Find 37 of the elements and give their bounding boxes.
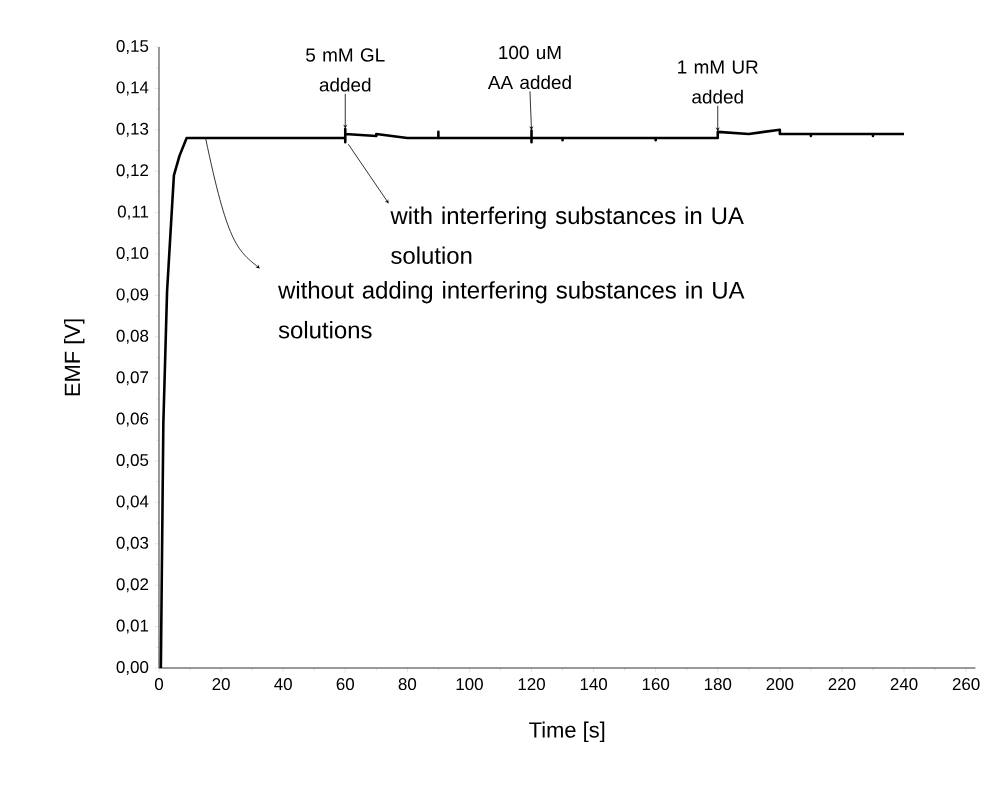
y-tick-label: 0,06 [116,412,149,427]
y-axis-title: EMF [V] [64,319,85,396]
x-tick-label: 80 [398,678,417,691]
y-tick-label: 0,02 [116,578,149,593]
y-tick-label: 0,03 [116,536,149,551]
x-tick-label: 240 [890,678,918,691]
x-tick-label: 180 [704,678,732,691]
x-axis-title: Time [s] [529,721,605,743]
y-tick-label: 0,07 [116,371,149,386]
annotation: 100 uM AA added [487,45,571,90]
y-tick-label: 0,04 [116,495,149,510]
x-tick-label: 220 [828,678,856,691]
y-tick-label: 0,01 [116,619,149,634]
y-tick-label: 0,09 [116,288,149,303]
y-tick-label: 0,14 [116,81,149,96]
annotation: with interfering substances in UA solution [390,206,744,264]
annotation: 1 mM UR added [678,60,758,104]
y-tick-label: 0,13 [116,122,149,137]
x-tick-label: 100 [456,678,483,691]
x-tick-label: 140 [580,678,608,691]
x-tick-label: 20 [212,678,230,691]
annotation: without adding interfering substances in UA solutions [278,281,745,339]
x-tick-label: 200 [766,678,794,691]
y-tick-label: 0,10 [116,247,149,261]
x-tick-label: 60 [336,678,355,691]
x-tick-label: 40 [274,678,292,691]
x-tick-label: 0 [154,678,164,691]
y-tick-label: 0,00 [116,661,149,675]
x-tick-label: 260 [952,678,980,691]
x-tick-label: 160 [642,678,670,691]
y-tick-label: 0,15 [116,39,149,54]
annotation: 5 mM GL added [306,48,385,92]
y-tick-label: 0,05 [116,454,149,468]
x-tick-label: 120 [518,678,545,691]
y-tick-label: 0,11 [117,205,149,220]
y-tick-label: 0,08 [116,329,149,344]
y-tick-label: 0,12 [116,164,149,179]
